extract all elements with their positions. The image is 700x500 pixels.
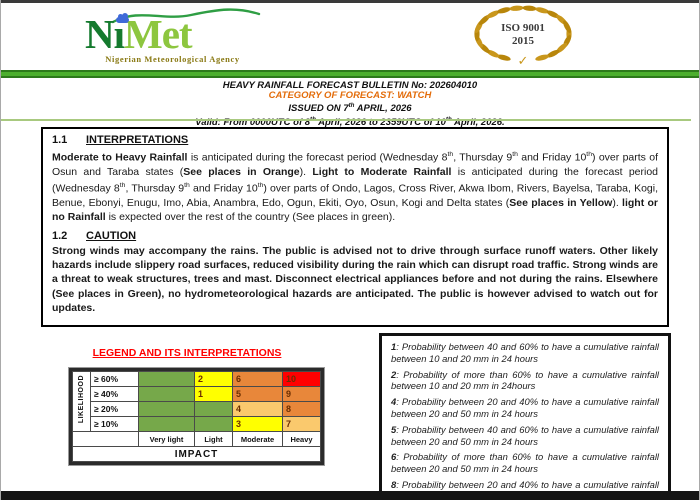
probability-number: 2 [391,368,397,380]
matrix-cell-red: 10 [282,371,321,387]
impact-axis-row: IMPACT [72,446,321,462]
probability-number: 4 [391,396,397,408]
iso-badge-line2: 2015 [512,35,535,47]
probability-item: 2: Probability of more than 60% to have … [391,368,659,392]
matrix-cell-orange: 6 [232,371,283,387]
likelihood-row-label: ≥ 10% [90,416,139,432]
matrix-row: ≥ 10% 3 7 [73,416,321,432]
probability-item: 1: Probability between 40 and 60% to hav… [391,341,659,364]
impact-col-label: Moderate [232,431,283,447]
matrix-cell-green [194,401,233,417]
matrix-row: ≥ 40% 1 5 9 [73,386,321,402]
laurel-wreath-icon [474,5,572,61]
likelihood-row-label: ≥ 60% [90,371,139,387]
issued-date-line: ISSUED ON 7th APRIL, 2026 [288,102,412,115]
matrix-cell-green [138,401,195,417]
probability-list: 1: Probability between 40 and 60% to hav… [391,341,659,500]
matrix-cell-green [138,416,195,432]
section-1-2-heading: 1.2 CAUTION [52,230,658,242]
iso-9001-badge: ISO 9001 2015 ✓ [474,5,572,69]
matrix-cell-peach: 4 [232,401,283,417]
matrix-cell-yellow: 2 [194,371,233,387]
logo-wordmark: NıMet [85,11,193,57]
probability-number: 8 [391,478,397,490]
likelihood-row-label: ≥ 20% [90,401,139,417]
logo-letter-i: ı [113,11,125,57]
thin-green-rule [1,119,691,121]
nimet-logo: NıMet Nigerian Meteorological Agency [85,6,261,68]
top-border-bar [1,0,699,3]
matrix-cell-green [194,416,233,432]
matrix-cell-yellow: 1 [194,386,233,402]
cloud-icon [116,13,129,23]
legend-matrix: LIKELIHOOD ≥ 60% 2 6 10 ≥ 40% 1 5 9 ≥ 20% 4 8 ≥ 10% 3… [69,368,324,465]
probability-number: 5 [391,423,397,435]
probability-item: 5: Probability between 40 and 60% to hav… [391,423,659,447]
section-1-1-title: INTERPRETATIONS [86,134,189,146]
impact-axis-label: IMPACT [72,446,321,462]
logo-letters-met: Met [124,11,193,57]
section-1-1-number: 1.1 [52,134,68,146]
probability-number: 6 [391,451,397,463]
matrix-cell-peach: 7 [282,416,321,432]
matrix-cell-green [138,371,195,387]
forecast-category-line: CATEGORY OF FORECAST: WATCH [268,90,432,102]
interpretations-box: 1.1 INTERPRETATIONS Moderate to Heavy Rai… [41,127,669,327]
logo-wave-icon [111,8,261,24]
matrix-cell-orange: 8 [282,401,321,417]
probability-number: 1 [391,341,397,352]
matrix-corner-cell [72,431,139,447]
checkmark-icon: ✓ [518,54,529,69]
bulletin-title: HEAVY RAINFALL FORECAST BULLETIN No: 202… [222,80,478,91]
iso-badge-line1: ISO 9001 [501,22,545,34]
matrix-row: LIKELIHOOD ≥ 60% 2 6 10 [72,371,321,432]
matrix-cell-orange: 9 [282,386,321,402]
impact-labels-row: Very light Light Moderate Heavy [72,431,321,447]
title-block: HEAVY RAINFALL FORECAST BULLETIN No: 202… [1,80,699,128]
matrix-cell-green [138,386,195,402]
section-1-2-title: CAUTION [86,230,137,243]
impact-col-label: Very light [138,431,195,447]
matrix-cell-yellow: 3 [232,416,283,432]
impact-col-label: Light [194,431,233,447]
probability-panel: 1: Probability between 40 and 60% to hav… [379,333,671,500]
legend-heading: LEGEND AND ITS INTERPRETATIONS [92,347,282,359]
section-1-2-number: 1.2 [52,230,68,243]
section-1-1-heading: 1.1 INTERPRETATIONS [52,134,658,146]
probability-item: 4: Probability between 20 and 40% to hav… [391,396,659,419]
likelihood-axis-label: LIKELIHOOD [72,371,91,432]
matrix-cell-orange: 5 [232,386,283,402]
likelihood-row-label: ≥ 40% [90,386,139,402]
logo-tagline: Nigerian Meteorological Agency [105,54,240,64]
interpretations-paragraph: Moderate to Heavy Rainfall is anticipate… [52,151,659,223]
impact-col-label: Heavy [282,431,321,447]
probability-item: 6: Probability of more than 60% to have … [391,451,659,475]
matrix-body: LIKELIHOOD ≥ 60% 2 6 10 ≥ 40% 1 5 9 ≥ 20% 4 8 ≥ 10% 3… [72,371,321,462]
green-divider-bar [1,70,699,78]
matrix-row: ≥ 20% 4 8 [73,401,321,417]
caution-paragraph: Strong winds may accompany the rains. Th… [52,245,658,314]
logo-letter-n: N [85,11,115,57]
bottom-border-bar [1,491,699,500]
